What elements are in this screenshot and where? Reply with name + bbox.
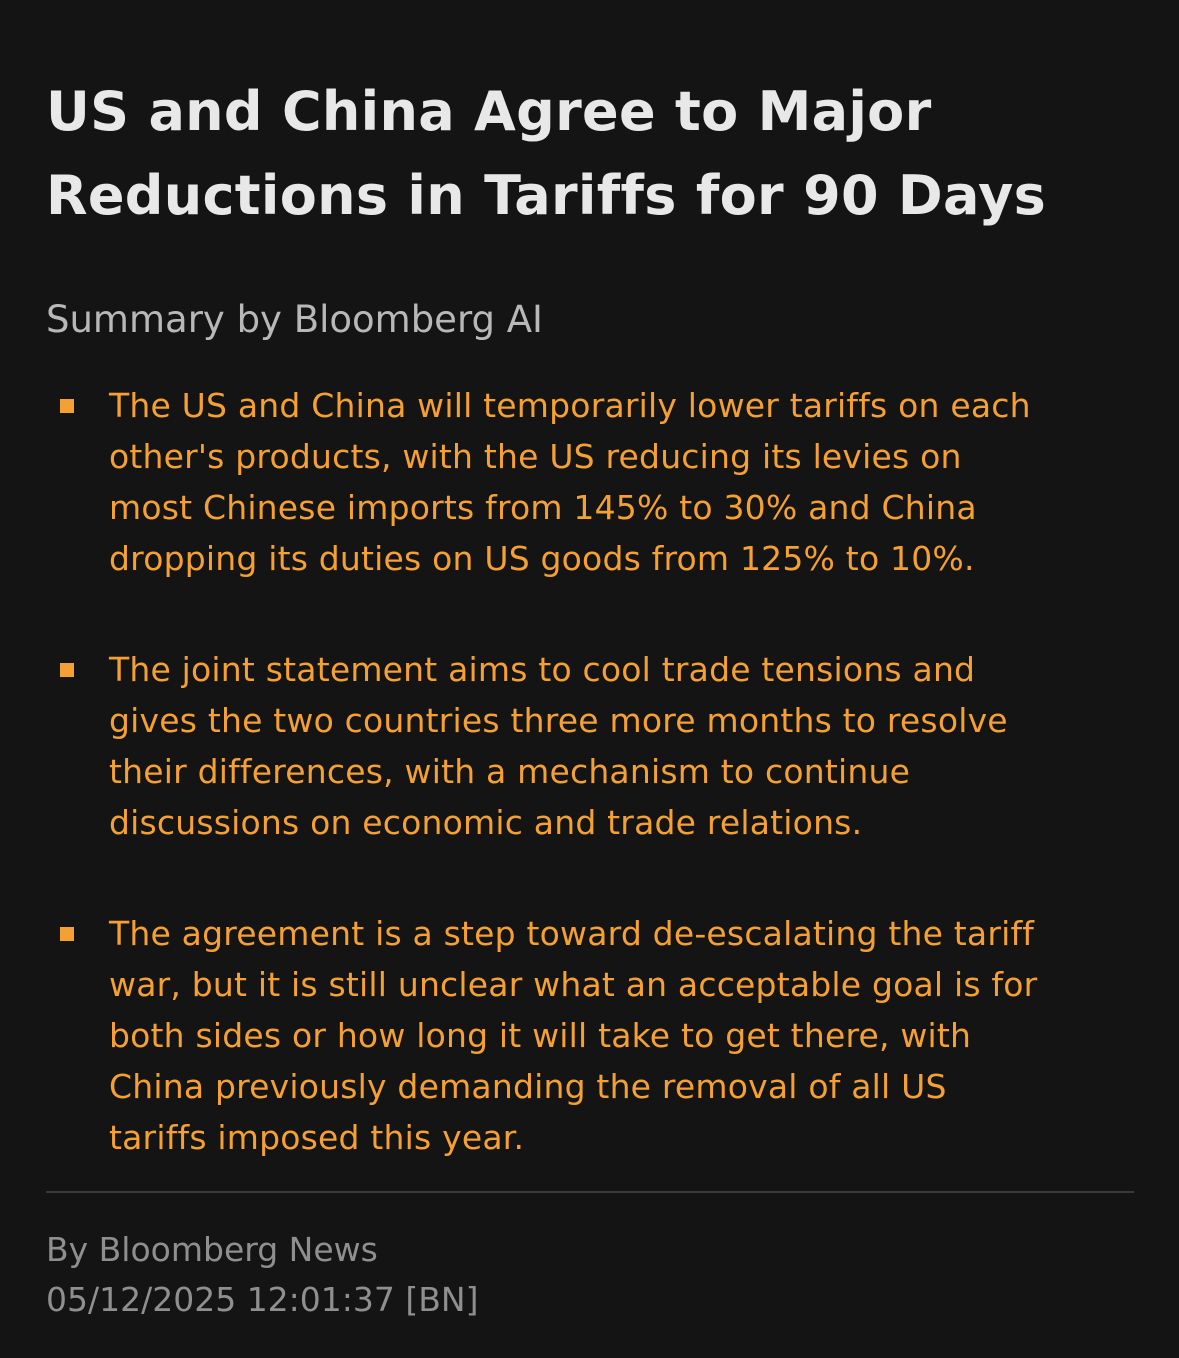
timestamp: 05/12/2025 12:01:37 [BN] xyxy=(46,1280,479,1319)
summary-bullet: The joint statement aims to cool trade t… xyxy=(46,644,1134,848)
summary-bullet: The US and China will temporarily lower … xyxy=(46,380,1134,584)
headline-line: Reductions in Tariffs for 90 Days xyxy=(46,164,1047,227)
summary-bullet-text: The US and China will temporarily lower … xyxy=(109,386,1031,578)
divider xyxy=(46,1191,1134,1193)
headline-line: US and China Agree to Major xyxy=(46,80,932,143)
summary-label: Summary by Bloomberg AI xyxy=(46,298,543,341)
summary-bullet-text: The joint statement aims to cool trade t… xyxy=(109,650,1008,842)
article-view: US and China Agree to Major Reductions i… xyxy=(46,70,1134,1319)
square-bullet-icon xyxy=(60,663,74,677)
square-bullet-icon xyxy=(60,399,74,413)
square-bullet-icon xyxy=(60,927,74,941)
byline: By Bloomberg News xyxy=(46,1230,378,1269)
summary-bullet-text: The agreement is a step toward de-escala… xyxy=(109,914,1038,1157)
headline: US and China Agree to Major Reductions i… xyxy=(46,70,1134,238)
summary-bullet: The agreement is a step toward de-escala… xyxy=(46,908,1134,1163)
